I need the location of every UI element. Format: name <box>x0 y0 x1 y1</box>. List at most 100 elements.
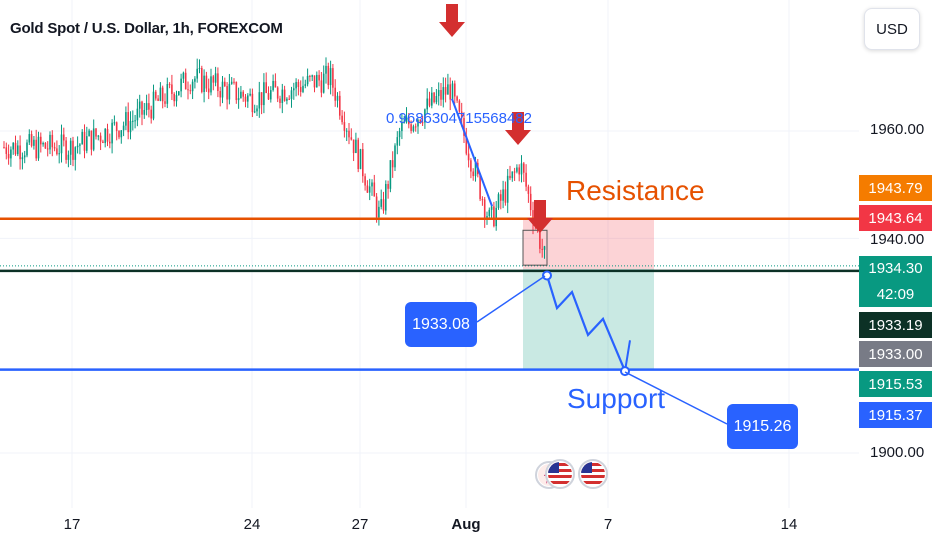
trade-zones <box>523 218 654 370</box>
candle-body <box>251 93 254 113</box>
candle-body <box>509 175 511 179</box>
candle-body <box>320 80 323 93</box>
candle-body <box>339 95 341 116</box>
down-arrow-icon <box>527 200 553 233</box>
candle-body <box>113 122 116 124</box>
candle-body <box>111 122 113 144</box>
candle-body <box>516 167 518 172</box>
candle-body <box>465 135 468 154</box>
candle-body <box>30 134 33 146</box>
candle-body <box>196 68 198 79</box>
candle-body <box>447 84 449 95</box>
y-tick: 1960.00 <box>870 121 925 138</box>
callout-entry: 1933.08 <box>405 302 477 347</box>
candle-body <box>474 162 477 177</box>
candle-body <box>504 189 507 203</box>
price-tag-line: 1933.19 <box>859 312 932 338</box>
candle-body <box>311 75 313 77</box>
candle-body <box>99 135 102 142</box>
candle-body <box>65 140 67 160</box>
candle-body <box>132 120 134 122</box>
candle-body <box>520 163 523 175</box>
candle-body <box>463 118 465 136</box>
candle-body <box>403 122 405 124</box>
candle-body <box>543 246 546 250</box>
candle-body <box>3 147 5 149</box>
candle-body <box>541 248 543 250</box>
resistance-label: Resistance <box>566 175 705 206</box>
candle-body <box>187 89 189 91</box>
candle-body <box>67 154 70 160</box>
candle-body <box>157 98 159 101</box>
price-tag-current: 1934.30 <box>859 256 932 281</box>
candle-body <box>486 216 488 218</box>
candle-body <box>159 87 162 101</box>
candle-body <box>529 193 532 211</box>
candle-body <box>19 145 21 160</box>
candle-body <box>421 122 424 124</box>
candle-body <box>454 83 456 97</box>
candle-body <box>444 87 447 95</box>
x-tick: 7 <box>603 516 613 533</box>
candle-body <box>322 73 325 93</box>
candle-body <box>136 108 139 121</box>
candle-body <box>401 122 403 132</box>
us-flag-icon[interactable] <box>545 459 575 489</box>
candle-body <box>451 83 454 100</box>
countdown-tag: 42:09 <box>859 281 932 307</box>
candle-body <box>318 74 320 81</box>
candle-body <box>472 171 474 177</box>
candle-body <box>525 172 527 187</box>
price-tag-support: 1915.53 <box>859 371 932 397</box>
candle-body <box>214 73 217 83</box>
candle-body <box>240 91 242 99</box>
candle-body <box>33 139 35 146</box>
candle-body <box>299 86 302 92</box>
candle-body <box>81 131 83 145</box>
level-lines <box>0 217 859 371</box>
candle-body <box>460 111 463 119</box>
candle-body <box>539 227 541 249</box>
candle-body <box>210 76 212 93</box>
candle-body <box>134 120 136 122</box>
candle-body <box>313 75 316 88</box>
candle-body <box>40 136 42 145</box>
candle-body <box>428 98 431 106</box>
us-flag-icon[interactable] <box>578 459 608 489</box>
candle-body <box>92 128 95 150</box>
candle-body <box>260 92 263 106</box>
candle-body <box>35 139 37 159</box>
candle-body <box>207 88 210 93</box>
candle-body <box>281 89 284 103</box>
candle-body <box>359 149 362 169</box>
candle-body <box>391 160 394 168</box>
price-tag-resistance-alt: 1943.79 <box>859 175 932 201</box>
candle-body <box>242 91 244 97</box>
candle-body <box>235 81 238 101</box>
candle-body <box>417 119 419 127</box>
currency-button[interactable]: USD <box>864 8 920 50</box>
candle-body <box>161 87 164 102</box>
candle-body <box>368 186 371 193</box>
candle-body <box>42 142 44 145</box>
candle-body <box>175 95 178 102</box>
candle-body <box>419 119 422 123</box>
candle-body <box>60 134 63 154</box>
price-tag-gray: 1933.00 <box>859 341 932 367</box>
candle-body <box>233 81 235 83</box>
callout-target: 1915.26 <box>727 404 798 449</box>
candle-body <box>341 115 343 123</box>
candle-body <box>325 65 327 74</box>
candle-body <box>247 95 249 102</box>
chart-title: Gold Spot / U.S. Dollar, 1h, FOREXCOM <box>10 20 283 37</box>
candle-body <box>28 134 31 143</box>
candle-body <box>481 199 484 201</box>
candle-body <box>286 98 288 101</box>
candle-body <box>253 111 256 113</box>
x-tick: 27 <box>351 516 369 533</box>
candle-body <box>270 90 272 100</box>
candle-body <box>283 89 286 101</box>
candle-body <box>88 130 90 137</box>
